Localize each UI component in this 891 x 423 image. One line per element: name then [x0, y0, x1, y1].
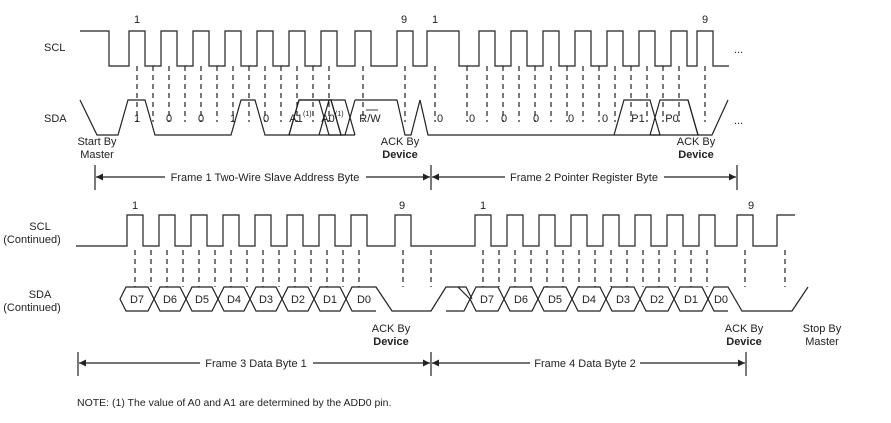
ack4-label: ACK By — [725, 323, 764, 335]
frame3-label: Frame 3 Data Byte 1 — [205, 358, 307, 370]
data-bit-label: D2 — [650, 294, 664, 306]
data-bit-label: D7 — [130, 294, 144, 306]
ack1-device-label: Device — [382, 149, 417, 161]
data-bit-label: D0 — [714, 294, 728, 306]
clock-mark-1b-row2: 1 — [480, 200, 486, 212]
stop-by-label: Stop By — [803, 323, 842, 335]
data-bit-label: D1 — [684, 294, 698, 306]
ack4-device-label: Device — [726, 336, 761, 348]
bit-label: 1 — [230, 113, 236, 125]
bit-label: 0 — [263, 113, 269, 125]
row1-guides — [136, 66, 706, 122]
data-bit-label: D0 — [357, 294, 371, 306]
sda-continued-sublabel: (Continued) — [3, 302, 60, 314]
data-bit-label: D4 — [227, 294, 241, 306]
scl-waveform — [80, 30, 729, 67]
clock-mark-9-row2: 9 — [399, 200, 405, 212]
bit-label: 0 — [533, 113, 539, 125]
ack2-label: ACK By — [677, 136, 716, 148]
data-bit-label: D3 — [616, 294, 630, 306]
data-bit-label: D6 — [514, 294, 528, 306]
data-bit-label: D1 — [323, 294, 337, 306]
data-bit-label: D6 — [163, 294, 177, 306]
data-bit-label: D5 — [195, 294, 209, 306]
clock-mark-1: 1 — [134, 14, 140, 26]
bit-label-p1: P1 — [631, 113, 644, 125]
data-bit-label: D3 — [259, 294, 273, 306]
start-master-label: Master — [80, 149, 114, 161]
row2-guides — [134, 250, 786, 287]
ack3-label: ACK By — [372, 323, 411, 335]
bit-label-a0: A0 — [321, 113, 334, 125]
bit-label: 1 — [134, 113, 140, 125]
clock-mark-9: 9 — [401, 14, 407, 26]
bit-label: 0 — [501, 113, 507, 125]
sda-waveform — [79, 99, 729, 136]
bit-label-a1: A1 — [289, 113, 302, 125]
clock-mark-9b-row2: 9 — [748, 200, 754, 212]
bit-label: 0 — [602, 113, 608, 125]
scl-continuation: ... — [734, 44, 743, 56]
byte1-labels: D7 D6 D5 D4 D3 D2 D1 D0 — [130, 294, 371, 306]
bit-label: 0 — [568, 113, 574, 125]
ack1-label: ACK By — [381, 136, 420, 148]
frame4-label: Frame 4 Data Byte 2 — [534, 358, 636, 370]
ack2-device-label: Device — [678, 149, 713, 161]
footnote: NOTE: (1) The value of A0 and A1 are det… — [77, 397, 392, 409]
bit-label: 0 — [198, 113, 204, 125]
scl-continued-sublabel: (Continued) — [3, 234, 60, 246]
start-by-label: Start By — [77, 136, 117, 148]
frame2-label: Frame 2 Pointer Register Byte — [510, 172, 658, 184]
scl-label: SCL — [44, 42, 65, 54]
stop-master-label: Master — [805, 336, 839, 348]
bit-label: 0 — [437, 113, 443, 125]
data-bit-label: D2 — [291, 294, 305, 306]
sda-label: SDA — [44, 113, 67, 125]
bit-label: 0 — [166, 113, 172, 125]
superscript-a0: (1) — [335, 111, 344, 118]
data-bit-label: D7 — [480, 294, 494, 306]
frame1-label: Frame 1 Two-Wire Slave Address Byte — [171, 172, 360, 184]
bit-label: 0 — [469, 113, 475, 125]
bit-label-p0: P0 — [665, 113, 678, 125]
byte2-labels: D7 D6 D5 D4 D3 D2 D1 D0 — [480, 294, 728, 306]
bit-label-rw: R/W — [359, 113, 381, 125]
data-bit-label: D4 — [582, 294, 596, 306]
clock-mark-1b: 1 — [432, 14, 438, 26]
clock-mark-1-row2: 1 — [132, 200, 138, 212]
scl-continued-waveform — [76, 214, 795, 247]
sda-continued-waveform — [119, 286, 809, 312]
superscript-a1: (1) — [303, 111, 312, 118]
frame-separators-1 — [94, 165, 738, 190]
data-bit-label: D5 — [548, 294, 562, 306]
clock-mark-9b: 9 — [702, 14, 708, 26]
sda-continued-label: SDA — [29, 289, 52, 301]
row1-bit-labels: 1 0 0 1 0 A1 A0 R/W 0 0 0 0 0 0 P1 P0 — [134, 113, 679, 125]
frame-separators-2 — [77, 352, 747, 376]
ack3-device-label: Device — [373, 336, 408, 348]
scl-continued-label: SCL — [29, 221, 50, 233]
sda-continuation: ... — [734, 115, 743, 127]
